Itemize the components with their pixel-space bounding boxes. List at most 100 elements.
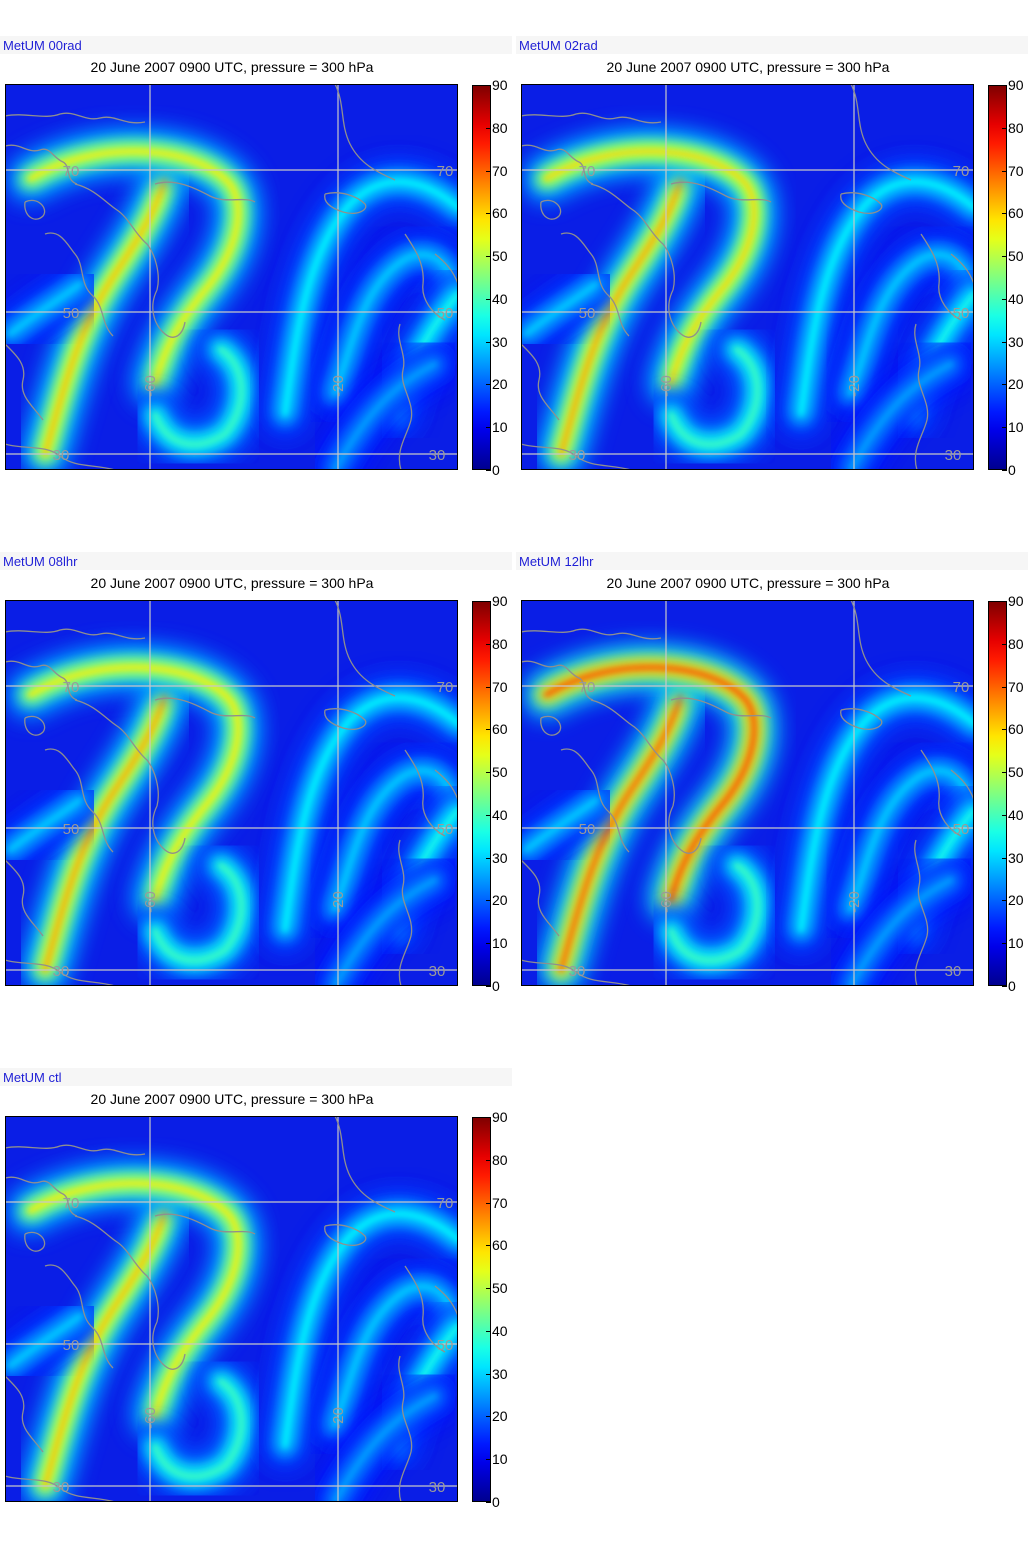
coastline bbox=[5, 628, 146, 640]
colorbar-tick-mark bbox=[486, 298, 491, 300]
colorbar-tick-mark bbox=[486, 213, 491, 215]
coastline bbox=[404, 233, 446, 321]
graticule bbox=[5, 600, 458, 986]
latitude-label: 30 bbox=[429, 1479, 446, 1496]
jet-band-southwest bbox=[521, 777, 619, 873]
colorbar-tick-label: 60 bbox=[492, 1237, 508, 1254]
coastline bbox=[434, 769, 458, 801]
wind-speed-map: 70 70 50 50 30 30 -60 -20 bbox=[5, 84, 458, 470]
latitude-label: 70 bbox=[437, 163, 454, 180]
colorbar-tick-mark bbox=[486, 85, 491, 86]
latitude-label: 70 bbox=[437, 679, 454, 696]
colorbar-tick-mark bbox=[486, 427, 491, 429]
jet-band-eastern-arc bbox=[262, 1190, 458, 1469]
jet-band-eastern-arc bbox=[778, 158, 974, 437]
colorbar-tick-label: 10 bbox=[492, 419, 508, 436]
graticule-labels: 70 70 50 50 30 30 -60 -20 bbox=[53, 163, 454, 464]
coastline bbox=[5, 859, 44, 937]
coastline bbox=[914, 323, 929, 421]
colorbar-tick-mark bbox=[1002, 170, 1007, 172]
coastline bbox=[398, 1451, 412, 1502]
coastline bbox=[152, 289, 186, 338]
jet-band-central-trough bbox=[132, 1358, 265, 1500]
colorbar-tick-label: 70 bbox=[1008, 678, 1024, 695]
colorbar-tick-mark bbox=[486, 1245, 491, 1247]
coastline bbox=[914, 419, 928, 470]
panel-header-strip bbox=[516, 552, 1028, 570]
colorbar-tick-mark bbox=[1002, 384, 1007, 386]
colorbar-tick-mark bbox=[486, 1502, 491, 1503]
colorbar-tick-mark bbox=[486, 470, 491, 471]
colorbar-tick-mark bbox=[1002, 643, 1007, 645]
latitude-label: 30 bbox=[53, 1479, 70, 1496]
colorbar-tick-label: 20 bbox=[492, 892, 508, 909]
map-title: 20 June 2007 0900 UTC, pressure = 300 hP… bbox=[606, 575, 890, 591]
map-title: 20 June 2007 0900 UTC, pressure = 300 hP… bbox=[90, 575, 374, 591]
colorbar bbox=[988, 85, 1007, 470]
latitude-label: 50 bbox=[579, 305, 596, 322]
colorbar-tick-label: 50 bbox=[492, 248, 508, 265]
jet-band-south-east bbox=[828, 341, 974, 470]
coastline bbox=[44, 1264, 114, 1369]
jet-band-western bbox=[538, 672, 704, 986]
colorbar-tick-mark bbox=[1002, 814, 1007, 816]
colorbar-tick-label: 90 bbox=[492, 593, 508, 609]
latitude-label: 70 bbox=[63, 1195, 80, 1212]
coastline bbox=[398, 935, 412, 986]
coastline bbox=[154, 1213, 256, 1235]
map-frame bbox=[5, 1116, 458, 1502]
colorbar-tick-label: 0 bbox=[1008, 978, 1016, 994]
longitude-label: -60 bbox=[142, 891, 159, 913]
colorbar-tick-label: 40 bbox=[1008, 290, 1024, 307]
latitude-label: 30 bbox=[945, 963, 962, 980]
coastline bbox=[334, 1116, 396, 1213]
coastline bbox=[5, 343, 44, 421]
colorbar-tick-mark bbox=[486, 686, 491, 688]
coastline bbox=[44, 232, 114, 337]
colorbar-tick-mark bbox=[1002, 943, 1007, 945]
colorbar-tick-mark bbox=[486, 170, 491, 172]
coastline bbox=[914, 839, 929, 937]
colorbar-tick-mark bbox=[486, 1117, 491, 1118]
colorbar-tick-label: 40 bbox=[492, 1322, 508, 1339]
coastline bbox=[521, 959, 632, 986]
coastline bbox=[590, 699, 675, 807]
coastline bbox=[521, 144, 594, 185]
coastline bbox=[920, 233, 962, 321]
coastlines bbox=[5, 1116, 458, 1502]
colorbar-tick-mark bbox=[486, 601, 491, 602]
jet-band-northern-arc bbox=[523, 644, 778, 923]
colorbar-tick-mark bbox=[1002, 256, 1007, 258]
colorbar-tick-label: 70 bbox=[492, 678, 508, 695]
colorbar-tick-label: 80 bbox=[492, 1151, 508, 1168]
jet-band-northern-arc bbox=[7, 128, 262, 407]
coastline bbox=[5, 959, 116, 986]
latitude-label: 50 bbox=[63, 821, 80, 838]
colorbar-tick-mark bbox=[486, 986, 491, 987]
colorbar-tick-label: 20 bbox=[1008, 892, 1024, 909]
jet-band-southwest bbox=[521, 261, 619, 357]
jet-band-western bbox=[22, 672, 188, 986]
colorbar-tick-label: 50 bbox=[492, 1280, 508, 1297]
longitude-label: -60 bbox=[658, 891, 675, 913]
colorbar-tick-mark bbox=[1002, 772, 1007, 774]
coastline bbox=[24, 1231, 46, 1252]
colorbar-tick-label: 0 bbox=[492, 1494, 500, 1510]
map-panel: MetUM 08lhr 20 June 2007 0900 UTC, pressu… bbox=[0, 516, 516, 1032]
wind-speed-map: 70 70 50 50 30 30 -60 -20 bbox=[5, 600, 458, 986]
latitude-label: 70 bbox=[63, 163, 80, 180]
map-panel: MetUM 12lhr 20 June 2007 0900 UTC, pressu… bbox=[516, 516, 1032, 1032]
colorbar-tick-label: 80 bbox=[1008, 635, 1024, 652]
latitude-label: 70 bbox=[63, 679, 80, 696]
coastline bbox=[521, 660, 594, 701]
coastlines bbox=[5, 600, 458, 986]
coastline bbox=[560, 748, 630, 853]
coastline bbox=[74, 1215, 159, 1323]
colorbar bbox=[472, 1117, 491, 1502]
coastline bbox=[914, 935, 928, 986]
coastline bbox=[44, 748, 114, 853]
map-panel: MetUM 02rad 20 June 2007 0900 UTC, pressu… bbox=[516, 0, 1032, 516]
latitude-label: 70 bbox=[437, 1195, 454, 1212]
latitude-label: 70 bbox=[953, 163, 970, 180]
colorbar-tick-label: 10 bbox=[492, 935, 508, 952]
